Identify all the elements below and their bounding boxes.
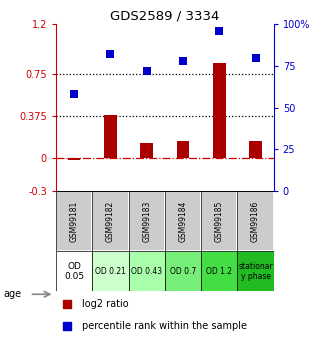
Point bbox=[72, 91, 77, 97]
Bar bbox=[237, 191, 274, 251]
Bar bbox=[213, 63, 225, 158]
Text: OD
0.05: OD 0.05 bbox=[64, 262, 84, 281]
Bar bbox=[56, 191, 92, 251]
Text: age: age bbox=[3, 289, 21, 299]
Bar bbox=[201, 191, 237, 251]
Bar bbox=[201, 251, 237, 291]
Text: OD 0.21: OD 0.21 bbox=[95, 267, 126, 276]
Point bbox=[180, 58, 185, 63]
Text: GSM99181: GSM99181 bbox=[70, 200, 79, 242]
Text: OD 0.7: OD 0.7 bbox=[170, 267, 196, 276]
Bar bbox=[68, 158, 81, 160]
Bar bbox=[177, 141, 189, 158]
Bar bbox=[104, 116, 117, 158]
Point bbox=[64, 302, 69, 307]
Text: OD 1.2: OD 1.2 bbox=[206, 267, 232, 276]
Bar bbox=[56, 251, 92, 291]
Bar bbox=[92, 191, 128, 251]
Bar bbox=[92, 251, 128, 291]
Text: OD 0.43: OD 0.43 bbox=[131, 267, 162, 276]
Bar bbox=[237, 251, 274, 291]
Text: log2 ratio: log2 ratio bbox=[82, 299, 129, 309]
Bar bbox=[128, 191, 165, 251]
Text: GSM99185: GSM99185 bbox=[215, 200, 224, 242]
Point bbox=[64, 324, 69, 329]
Point bbox=[253, 55, 258, 60]
Bar bbox=[165, 251, 201, 291]
Bar bbox=[128, 251, 165, 291]
Bar bbox=[165, 191, 201, 251]
Bar bbox=[140, 143, 153, 158]
Bar bbox=[249, 141, 262, 158]
Point bbox=[108, 51, 113, 57]
Point bbox=[144, 68, 149, 74]
Text: GSM99184: GSM99184 bbox=[179, 200, 188, 242]
Text: GSM99186: GSM99186 bbox=[251, 200, 260, 242]
Text: GSM99183: GSM99183 bbox=[142, 200, 151, 242]
Text: stationar
y phase: stationar y phase bbox=[238, 262, 273, 281]
Text: percentile rank within the sample: percentile rank within the sample bbox=[82, 322, 247, 332]
Text: GSM99182: GSM99182 bbox=[106, 200, 115, 242]
Title: GDS2589 / 3334: GDS2589 / 3334 bbox=[110, 10, 220, 23]
Point bbox=[217, 28, 222, 33]
